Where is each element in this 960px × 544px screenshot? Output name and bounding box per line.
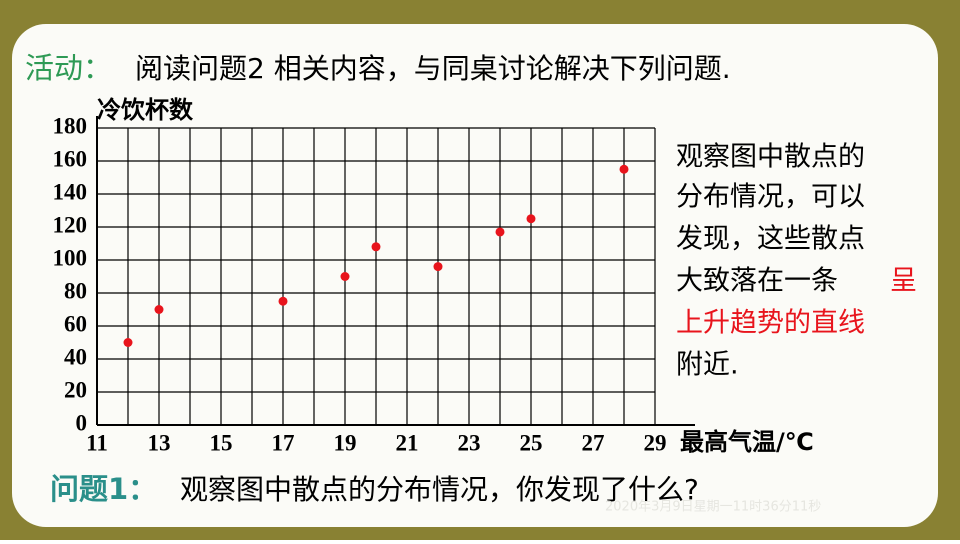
- x-tick-label: 23: [458, 430, 481, 455]
- heading-label: 活动：: [25, 51, 112, 85]
- heading-text: 阅读问题2 相关内容，与同桌讨论解决下列问题.: [135, 52, 731, 85]
- observation-end: 附近.: [676, 350, 739, 381]
- y-tick-label: 140: [53, 179, 88, 204]
- x-tick-label: 29: [644, 430, 667, 455]
- point: [278, 296, 288, 306]
- observation-line: 大致落在一条: [676, 266, 838, 297]
- point: [123, 338, 133, 347]
- observation-line: 分布情况，可以: [676, 182, 865, 213]
- point: [619, 164, 629, 174]
- y-tick-label: 160: [53, 146, 88, 171]
- x-tick-label: 19: [334, 430, 357, 455]
- point: [154, 305, 164, 314]
- point: [371, 242, 381, 252]
- question-text: 观察图中散点的分布情况，你发现了什么?: [180, 473, 699, 506]
- x-axis-label: 最高气温/℃: [680, 428, 814, 456]
- y-tick-label: 20: [64, 377, 87, 402]
- x-tick-label: 11: [86, 430, 108, 455]
- point: [526, 214, 536, 224]
- x-tick-label: 13: [148, 430, 171, 455]
- timestamp: 2020年3月9日星期一11时36分11秒: [605, 500, 821, 515]
- x-tick-label: 15: [210, 430, 233, 455]
- point: [495, 227, 505, 237]
- observation-highlight: 上升趋势的直线: [676, 308, 865, 339]
- y-tick-label: 60: [64, 311, 87, 336]
- observation: 观察图中散点的 分布情况，可以 发现，这些散点 大致落在一条 呈 上升趋势的直线…: [676, 142, 917, 381]
- observation-line: 观察图中散点的: [676, 142, 865, 173]
- y-tick-label: 40: [64, 344, 87, 369]
- x-tick-label: 25: [520, 430, 543, 455]
- y-tick-label: 120: [53, 212, 88, 237]
- y-axis-label: 冷饮杯数: [97, 96, 194, 124]
- observation-highlight: 呈: [890, 266, 917, 297]
- panel: [12, 24, 938, 527]
- x-tick-label: 17: [272, 430, 295, 455]
- x-tick-label: 27: [582, 430, 605, 455]
- y-tick-label: 100: [53, 245, 88, 270]
- x-tick-label: 21: [396, 430, 419, 455]
- question-label: 问题1：: [50, 472, 157, 506]
- point: [433, 262, 443, 272]
- point: [340, 272, 350, 281]
- y-tick-label: 0: [76, 410, 88, 435]
- observation-line: 发现，这些散点: [676, 224, 865, 255]
- y-tick-label: 180: [53, 113, 88, 138]
- y-tick-label: 80: [64, 278, 87, 303]
